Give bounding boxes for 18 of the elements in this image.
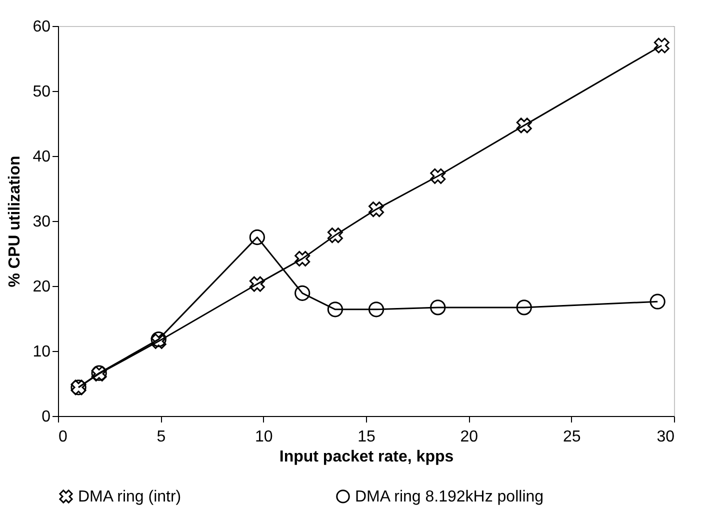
y-tick-label: 20 (32, 278, 51, 296)
x-tick-label: 5 (156, 428, 166, 446)
y-tick-label: 10 (32, 344, 51, 360)
x-tick-label: 25 (562, 428, 581, 446)
x-tick-label: 0 (58, 428, 68, 446)
x-tick-label: 30 (656, 428, 675, 446)
y-axis-title: % CPU utilization (6, 156, 24, 288)
legend-label: DMA ring (intr) (78, 488, 182, 506)
y-tick-label: 40 (32, 148, 51, 166)
legend-label: DMA ring 8.192kHz polling (355, 488, 544, 506)
y-tick-label: 60 (32, 18, 51, 36)
x-tick-label: 15 (358, 428, 376, 446)
y-tick-label: 30 (32, 214, 51, 230)
y-tick-label: 0 (42, 408, 51, 426)
y-tick-label: 50 (32, 84, 51, 100)
x-tick-label: 10 (254, 428, 273, 446)
x-axis-title: Input packet rate, kpps (279, 448, 454, 466)
x-tick-label: 20 (460, 428, 478, 446)
